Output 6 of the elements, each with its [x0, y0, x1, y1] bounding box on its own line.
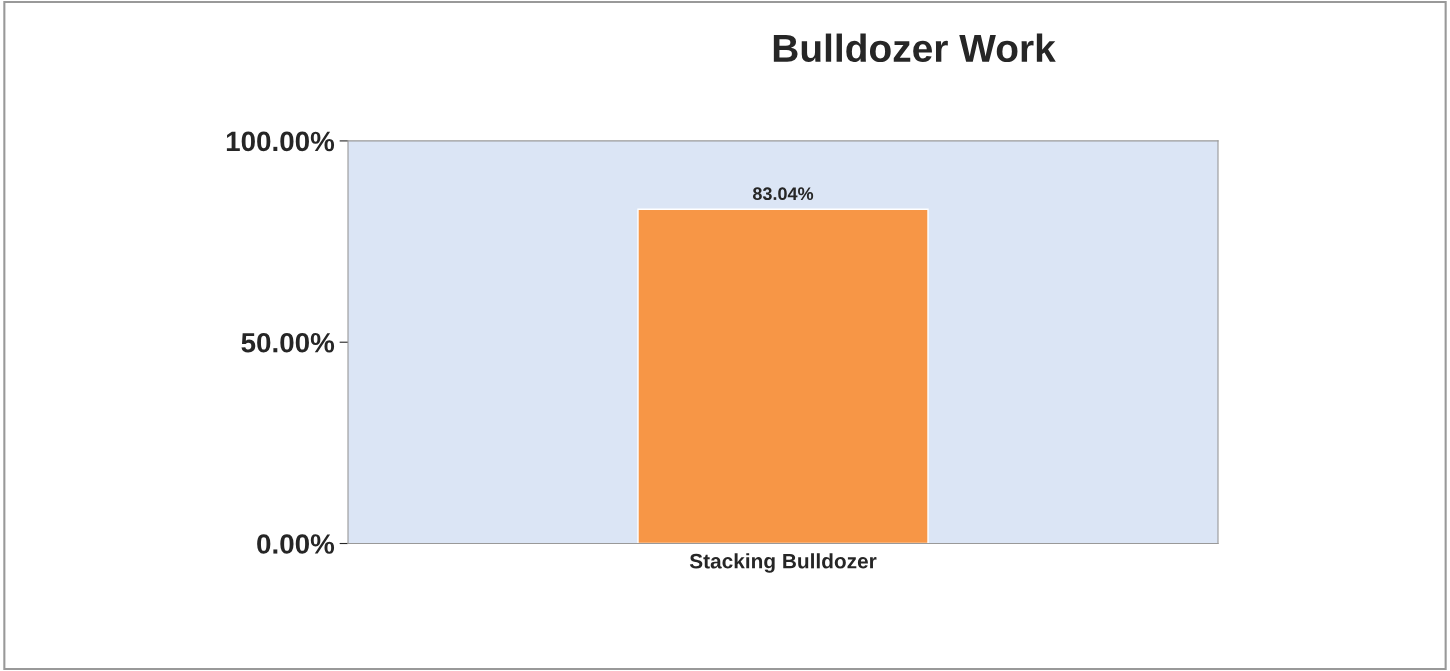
y-tick-label: 100.00% [226, 131, 335, 152]
y-tick-label: 0.00% [257, 534, 335, 554]
x-tick-label: Stacking Bulldozer [689, 553, 877, 573]
chart-title: Bulldozer Work [773, 33, 1056, 63]
text: 83.04% [752, 187, 814, 201]
y-tick-label: 50.00% [241, 332, 335, 353]
